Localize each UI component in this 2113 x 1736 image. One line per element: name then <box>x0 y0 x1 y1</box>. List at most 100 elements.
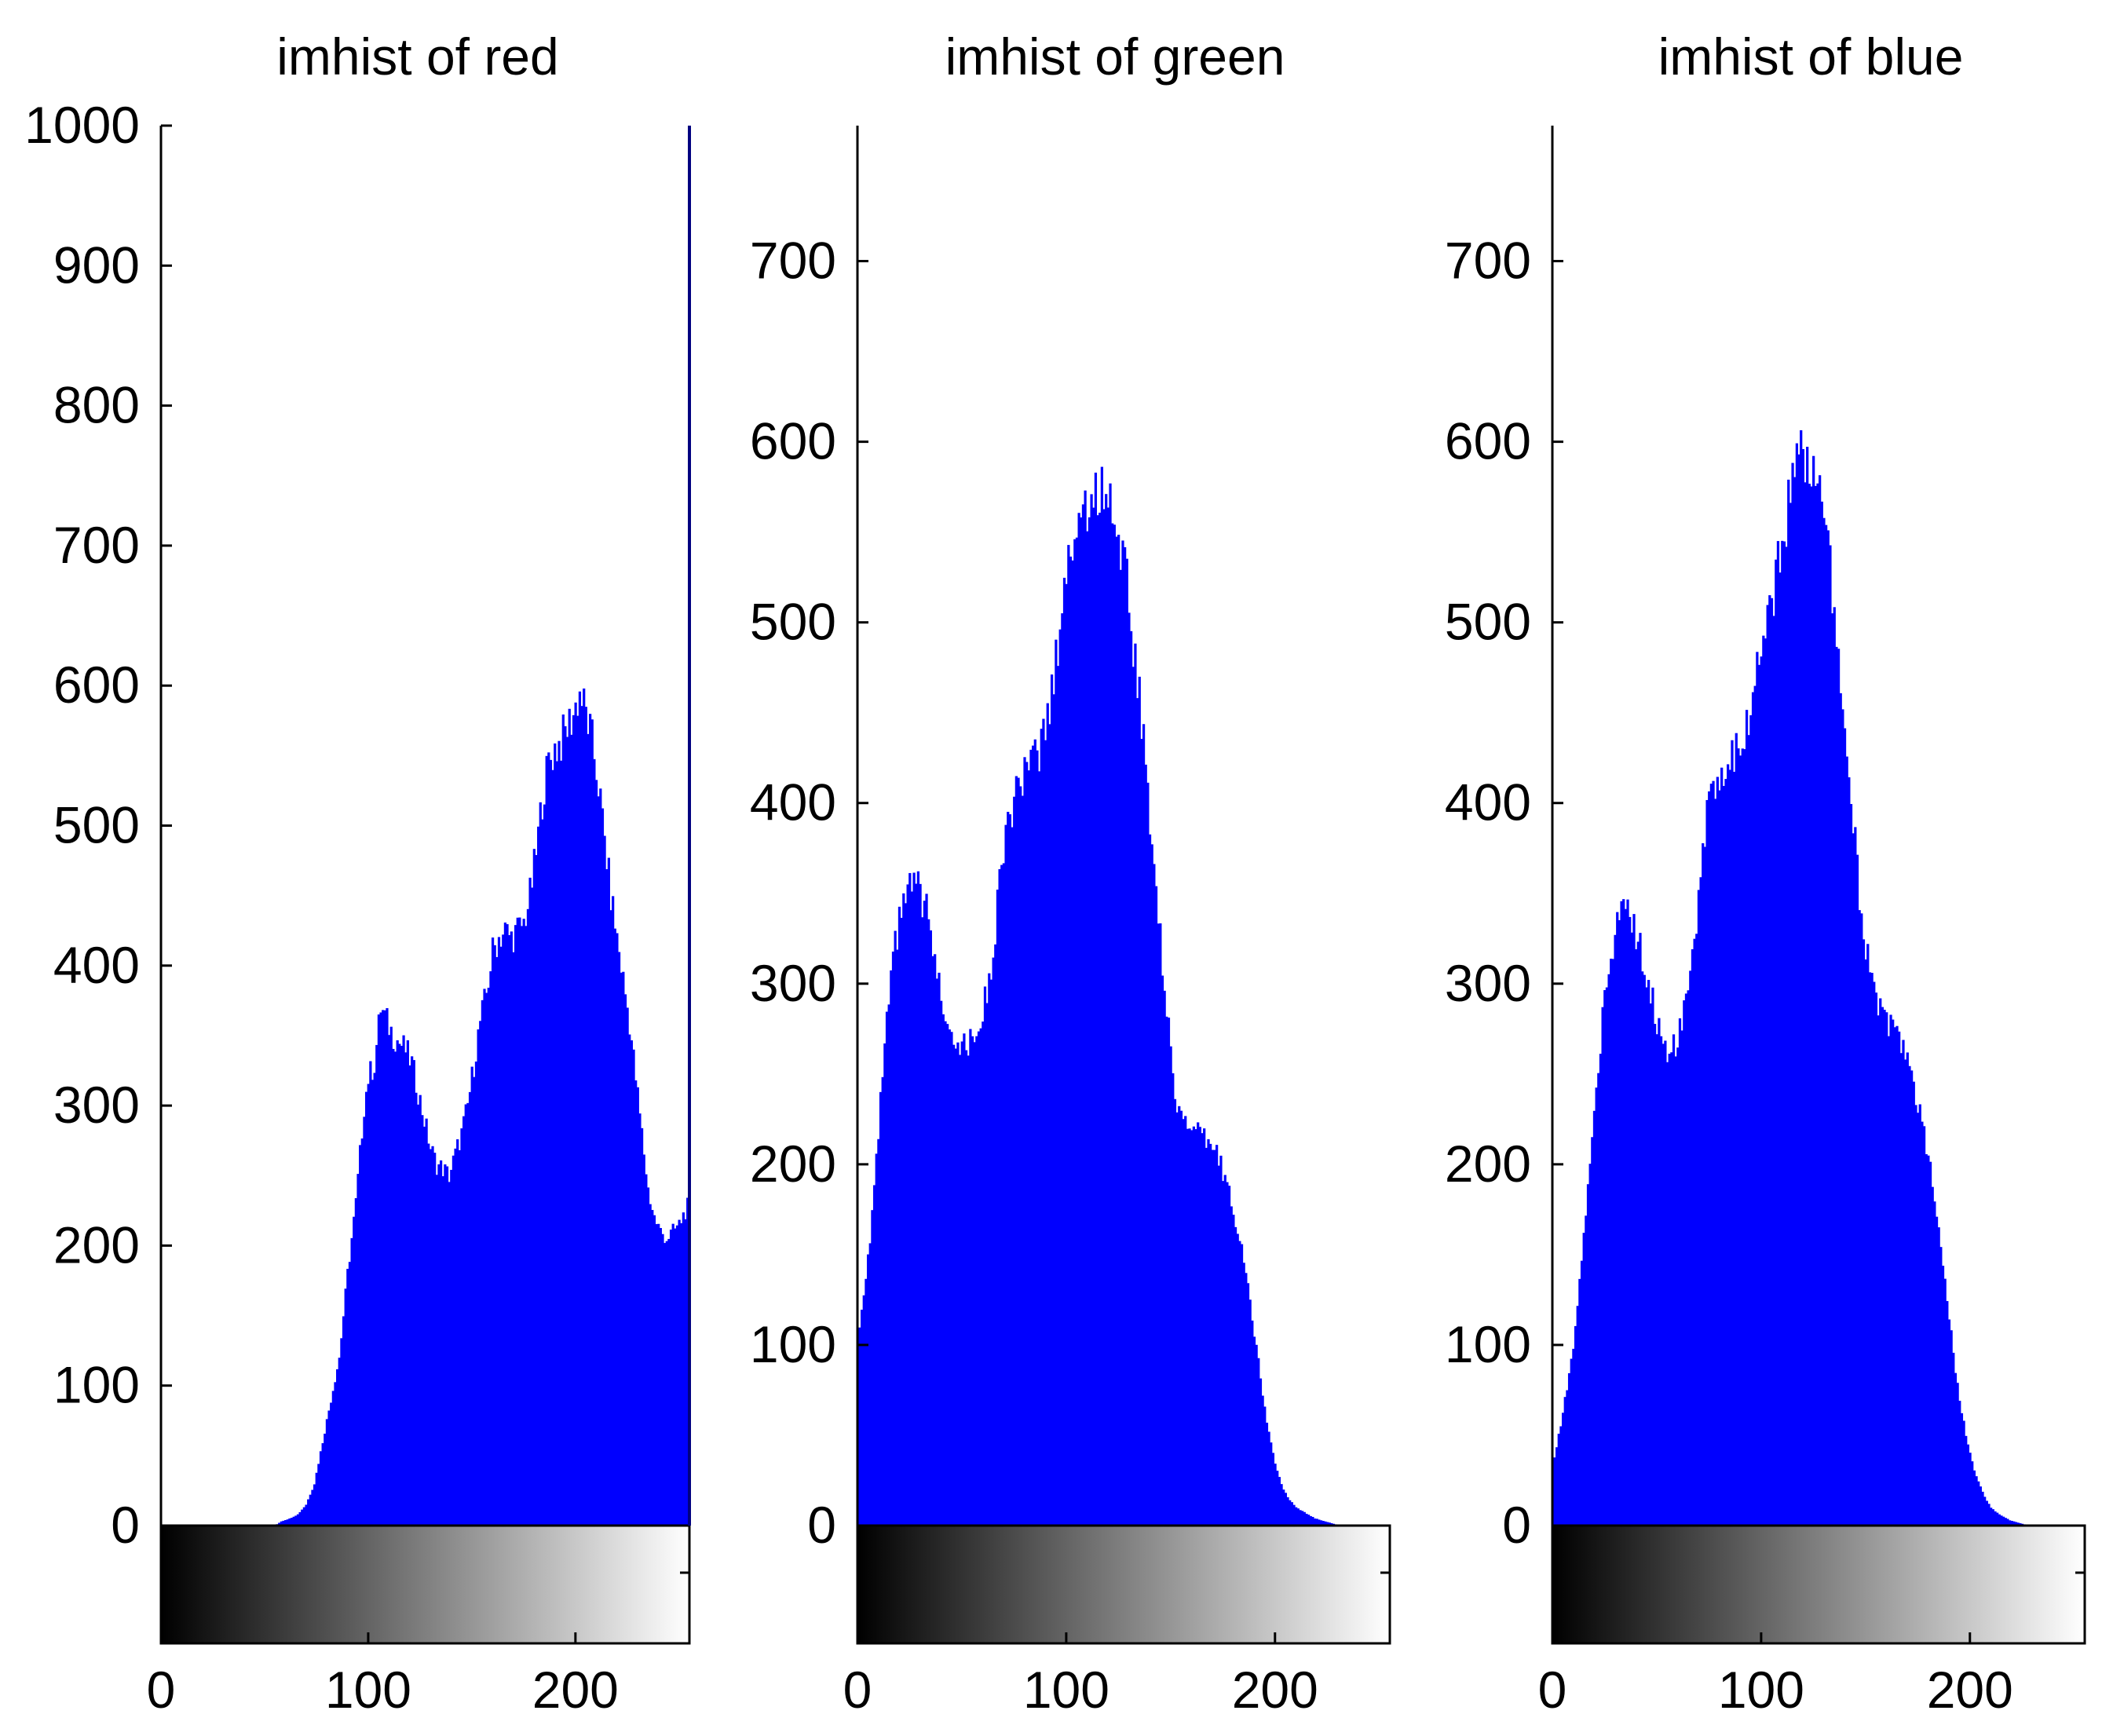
histogram-bar <box>1705 799 1709 1526</box>
histogram-bar <box>1099 512 1102 1526</box>
histogram-bar <box>952 1044 956 1526</box>
histogram-bar <box>1146 782 1150 1526</box>
histogram-bar <box>954 1048 957 1526</box>
histogram-bar <box>975 1036 978 1526</box>
histogram-bar <box>1695 934 1698 1526</box>
y-tick-label: 600 <box>750 412 836 470</box>
histogram-bar <box>1201 1133 1204 1526</box>
histogram-bar <box>353 1216 356 1526</box>
histogram-bar <box>1263 1406 1267 1526</box>
histogram-bar <box>1629 916 1632 1526</box>
histogram-bar <box>938 972 941 1526</box>
histogram-bar <box>425 1118 428 1526</box>
histogram-bar <box>642 1154 645 1526</box>
histogram-bar <box>1586 1184 1590 1526</box>
histogram-bar <box>1172 1073 1175 1526</box>
histogram-bar <box>1952 1352 1955 1526</box>
histogram-bar <box>431 1146 434 1526</box>
histogram-bar <box>1776 541 1780 1526</box>
histogram-bar <box>2010 1520 2013 1526</box>
histogram-bar <box>2004 1518 2007 1526</box>
histogram-bar <box>1209 1143 1212 1526</box>
histogram-bar <box>985 1003 989 1526</box>
y-tick-label: 1000 <box>24 96 140 154</box>
histogram-bar <box>356 1174 360 1526</box>
histogram-bar <box>1965 1435 1968 1526</box>
histogram-bar <box>603 835 606 1526</box>
histogram-bar <box>1077 513 1080 1526</box>
histogram-bar <box>1566 1390 1569 1526</box>
histogram-bar <box>388 1035 391 1526</box>
histogram-bar <box>1142 724 1146 1526</box>
histogram-bar <box>325 1419 329 1526</box>
y-tick-label: 900 <box>53 236 140 294</box>
histogram-bar <box>979 1028 982 1526</box>
histogram-bar <box>967 1055 970 1526</box>
histogram-bar <box>1069 556 1073 1526</box>
histogram-bar <box>386 1007 389 1526</box>
histogram-bar <box>1135 698 1139 1526</box>
histogram-bar <box>1167 1018 1171 1526</box>
histogram-bar <box>344 1288 347 1526</box>
histogram-bar <box>1056 666 1060 1526</box>
histogram-bar <box>564 725 567 1526</box>
x-tick-label: 200 <box>1927 1661 2013 1719</box>
histogram-bar <box>1134 643 1137 1526</box>
histogram-bar <box>1601 1007 1604 1526</box>
histogram-bar <box>1841 709 1844 1526</box>
histogram-bar <box>1839 693 1842 1526</box>
histogram-bar <box>408 1065 411 1526</box>
histogram-bar <box>1814 485 1817 1526</box>
histogram-bar <box>921 917 924 1526</box>
histogram-bar <box>1595 1087 1598 1526</box>
y-tick-label: 500 <box>750 593 836 651</box>
histogram-bar <box>554 743 557 1526</box>
histogram-bar <box>1779 572 1782 1526</box>
histogram-bar <box>1697 890 1701 1526</box>
y-tick-label: 700 <box>53 516 140 574</box>
histogram-bar <box>393 1051 397 1526</box>
x-ticks-green: 0 100 200 <box>843 1571 1390 1719</box>
histogram-bar <box>2012 1521 2016 1526</box>
histogram-bar <box>421 1115 424 1526</box>
histogram-bar <box>616 933 619 1526</box>
histogram-bar <box>607 857 610 1526</box>
histogram-bar <box>1296 1508 1300 1526</box>
y-ticks-red: 0 100 200 300 400 500 600 700 800 900 1000 <box>24 96 172 1554</box>
histogram-bar <box>1845 756 1848 1526</box>
histogram-bar <box>350 1237 353 1526</box>
histogram-bar <box>1789 503 1793 1526</box>
histogram-bar <box>1712 780 1715 1526</box>
histogram-bar <box>1061 613 1064 1526</box>
histogram-bar <box>906 884 909 1526</box>
histogram-bar <box>1311 1516 1314 1526</box>
histogram-bar <box>503 922 507 1526</box>
histogram-bar <box>392 1048 395 1526</box>
histogram-bar <box>1129 630 1133 1526</box>
histogram-bar <box>655 1224 658 1526</box>
histogram-bar <box>1230 1206 1233 1526</box>
histogram-bar <box>887 1004 890 1526</box>
histogram-bar <box>1290 1502 1293 1526</box>
histogram-bar <box>313 1484 316 1526</box>
histogram-bar <box>989 979 993 1526</box>
histogram-bar <box>1088 517 1091 1526</box>
histogram-bar <box>1599 1054 1603 1526</box>
histogram-bar <box>1325 1522 1329 1526</box>
histogram-bar <box>1775 559 1778 1526</box>
histogram-bar <box>1906 1052 1909 1526</box>
histogram-bar <box>583 688 586 1526</box>
histogram-bar <box>302 1507 306 1526</box>
histogram-bar <box>375 1044 378 1526</box>
histogram-bar <box>1023 757 1026 1526</box>
x-tick-label: 100 <box>1718 1661 1804 1719</box>
histogram-bar <box>1889 1014 1892 1526</box>
histogram-bar <box>1153 864 1156 1526</box>
histogram-bar <box>1708 791 1711 1526</box>
histogram-bar <box>956 1042 960 1526</box>
histogram-bar <box>678 1219 681 1526</box>
histogram-bar <box>1849 804 1853 1526</box>
histogram-bar <box>1738 755 1742 1526</box>
histogram-bar <box>2006 1519 2009 1526</box>
histogram-bar <box>1636 941 1640 1526</box>
